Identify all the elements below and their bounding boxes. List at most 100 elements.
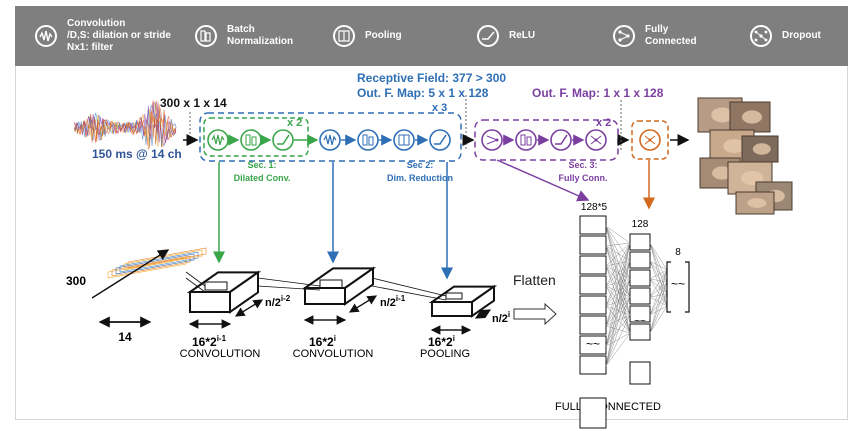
dim-300-label: 300 [66,274,86,288]
fc-connection [649,269,668,316]
fc-connection [649,260,668,295]
fc-connection [605,225,631,280]
dropout-icon [585,129,607,151]
repeat-block-outer [199,112,462,162]
out-map-sec3-label: Out. F. Map: 1 x 1 x 128 [532,86,664,100]
projection-line [257,277,321,287]
fc-input-unit [579,275,607,295]
fc-connection [605,325,631,334]
sec2-label-line2: Dim. Reduction [387,173,453,183]
dropout-block [631,120,669,160]
hand-shape [712,166,732,180]
fc-hidden-unit [629,361,651,385]
legend-batch-normalization-label: Batch Normalization [227,24,294,47]
receptive-field-label: Receptive Field: 377 > 300 [357,71,506,85]
fc-connection [605,242,631,247]
cnn-illustration [91,247,498,335]
input-slice [107,257,187,279]
fc-connection [605,296,631,367]
pool-volume [428,284,498,318]
fc-connection [605,242,631,267]
fc-connection [605,225,631,244]
fc-connection [605,265,631,334]
fc-connection [649,242,668,283]
fc-connection [649,269,668,334]
pooling-icon [393,129,415,151]
fc-connection [605,225,631,334]
fc-connection [605,265,631,280]
fc-output-ellipsis: ~~ [671,277,685,291]
fc-connection [605,296,631,347]
relu-icon [429,129,451,151]
fc-hidden-unit [629,269,651,287]
fc-connection [649,281,668,316]
fc-connection [605,278,631,307]
fc-input-unit [579,315,607,335]
conv2-length: n/2i-1 [380,294,406,309]
legend-fully-connected-label: Fully Connected [645,24,697,47]
input-slice [111,255,191,277]
conv2-volume [301,266,377,306]
legend-pooling-label: Pooling [365,30,402,41]
fc-connection [605,245,631,280]
fc-hidden-unit [629,305,651,323]
fc-input-unit [579,235,607,255]
fc-connection [649,281,668,334]
conv1-channels: 16*2i-1 [192,334,227,349]
conv1-volume [186,270,262,314]
projection-line [185,271,206,287]
fc-input-unit [579,335,607,355]
sec3-down-arrow [496,159,590,202]
fc-connection [605,305,631,334]
fc-connection [605,314,631,347]
out-map-sec2-label: Out. F. Map: 5 x 1 x 128 [357,86,489,100]
fc-hidden-unit [629,323,651,341]
fc-connection [605,278,631,287]
fc-connection [605,225,631,262]
diagram-frame [15,66,848,420]
legend-pooling: Pooling [333,6,402,66]
waveform-channel [73,109,177,150]
conv2-channels: 16*2i [309,334,336,349]
fc-hidden-ellipsis: ~~ [634,316,646,327]
conv2-label: CONVOLUTION [293,348,374,360]
fc-connection [649,293,668,316]
fc-connection [605,242,631,367]
conv-dilated-icon [207,129,229,151]
fc-hidden-unit [629,251,651,269]
gesture-photos [697,97,793,215]
legend-dropout-label: Dropout [782,30,821,41]
fc-connection [605,265,631,316]
fc-connection [605,225,631,316]
relu-icon [477,25,499,47]
conv1-label: CONVOLUTION [180,348,261,360]
fc-connection [649,293,668,334]
pipeline-nodes [207,129,661,151]
hand-shape [747,198,767,208]
fc-connection [605,332,631,367]
fc-input-unit [579,295,607,315]
fc-connection [649,260,668,271]
fc-connection [649,260,668,283]
sec3-label-line1: Sec. 3: [568,160,597,170]
fc-connection [605,245,631,298]
fc-output-size: 8 [675,247,681,258]
convolution-icon [35,25,57,47]
fc-connection [649,305,668,316]
fc-connection [649,281,668,298]
fc-connection [649,269,668,280]
fc-input-size: 128*5 [581,202,608,213]
sec3-label-line2: Fully Conn. [559,173,608,183]
batch-normalization-icon [195,25,217,47]
fc-connection [605,296,631,327]
pooling-icon [333,25,355,47]
fc-connection [649,293,668,298]
input-shape: 300 x 1 x 14 [160,96,227,110]
fc-connection [605,285,631,298]
hand-shape [752,143,771,155]
input-slice [127,247,207,269]
emg-waveform [73,100,177,150]
fc-connection [605,225,631,298]
fc-input-unit [579,215,607,235]
